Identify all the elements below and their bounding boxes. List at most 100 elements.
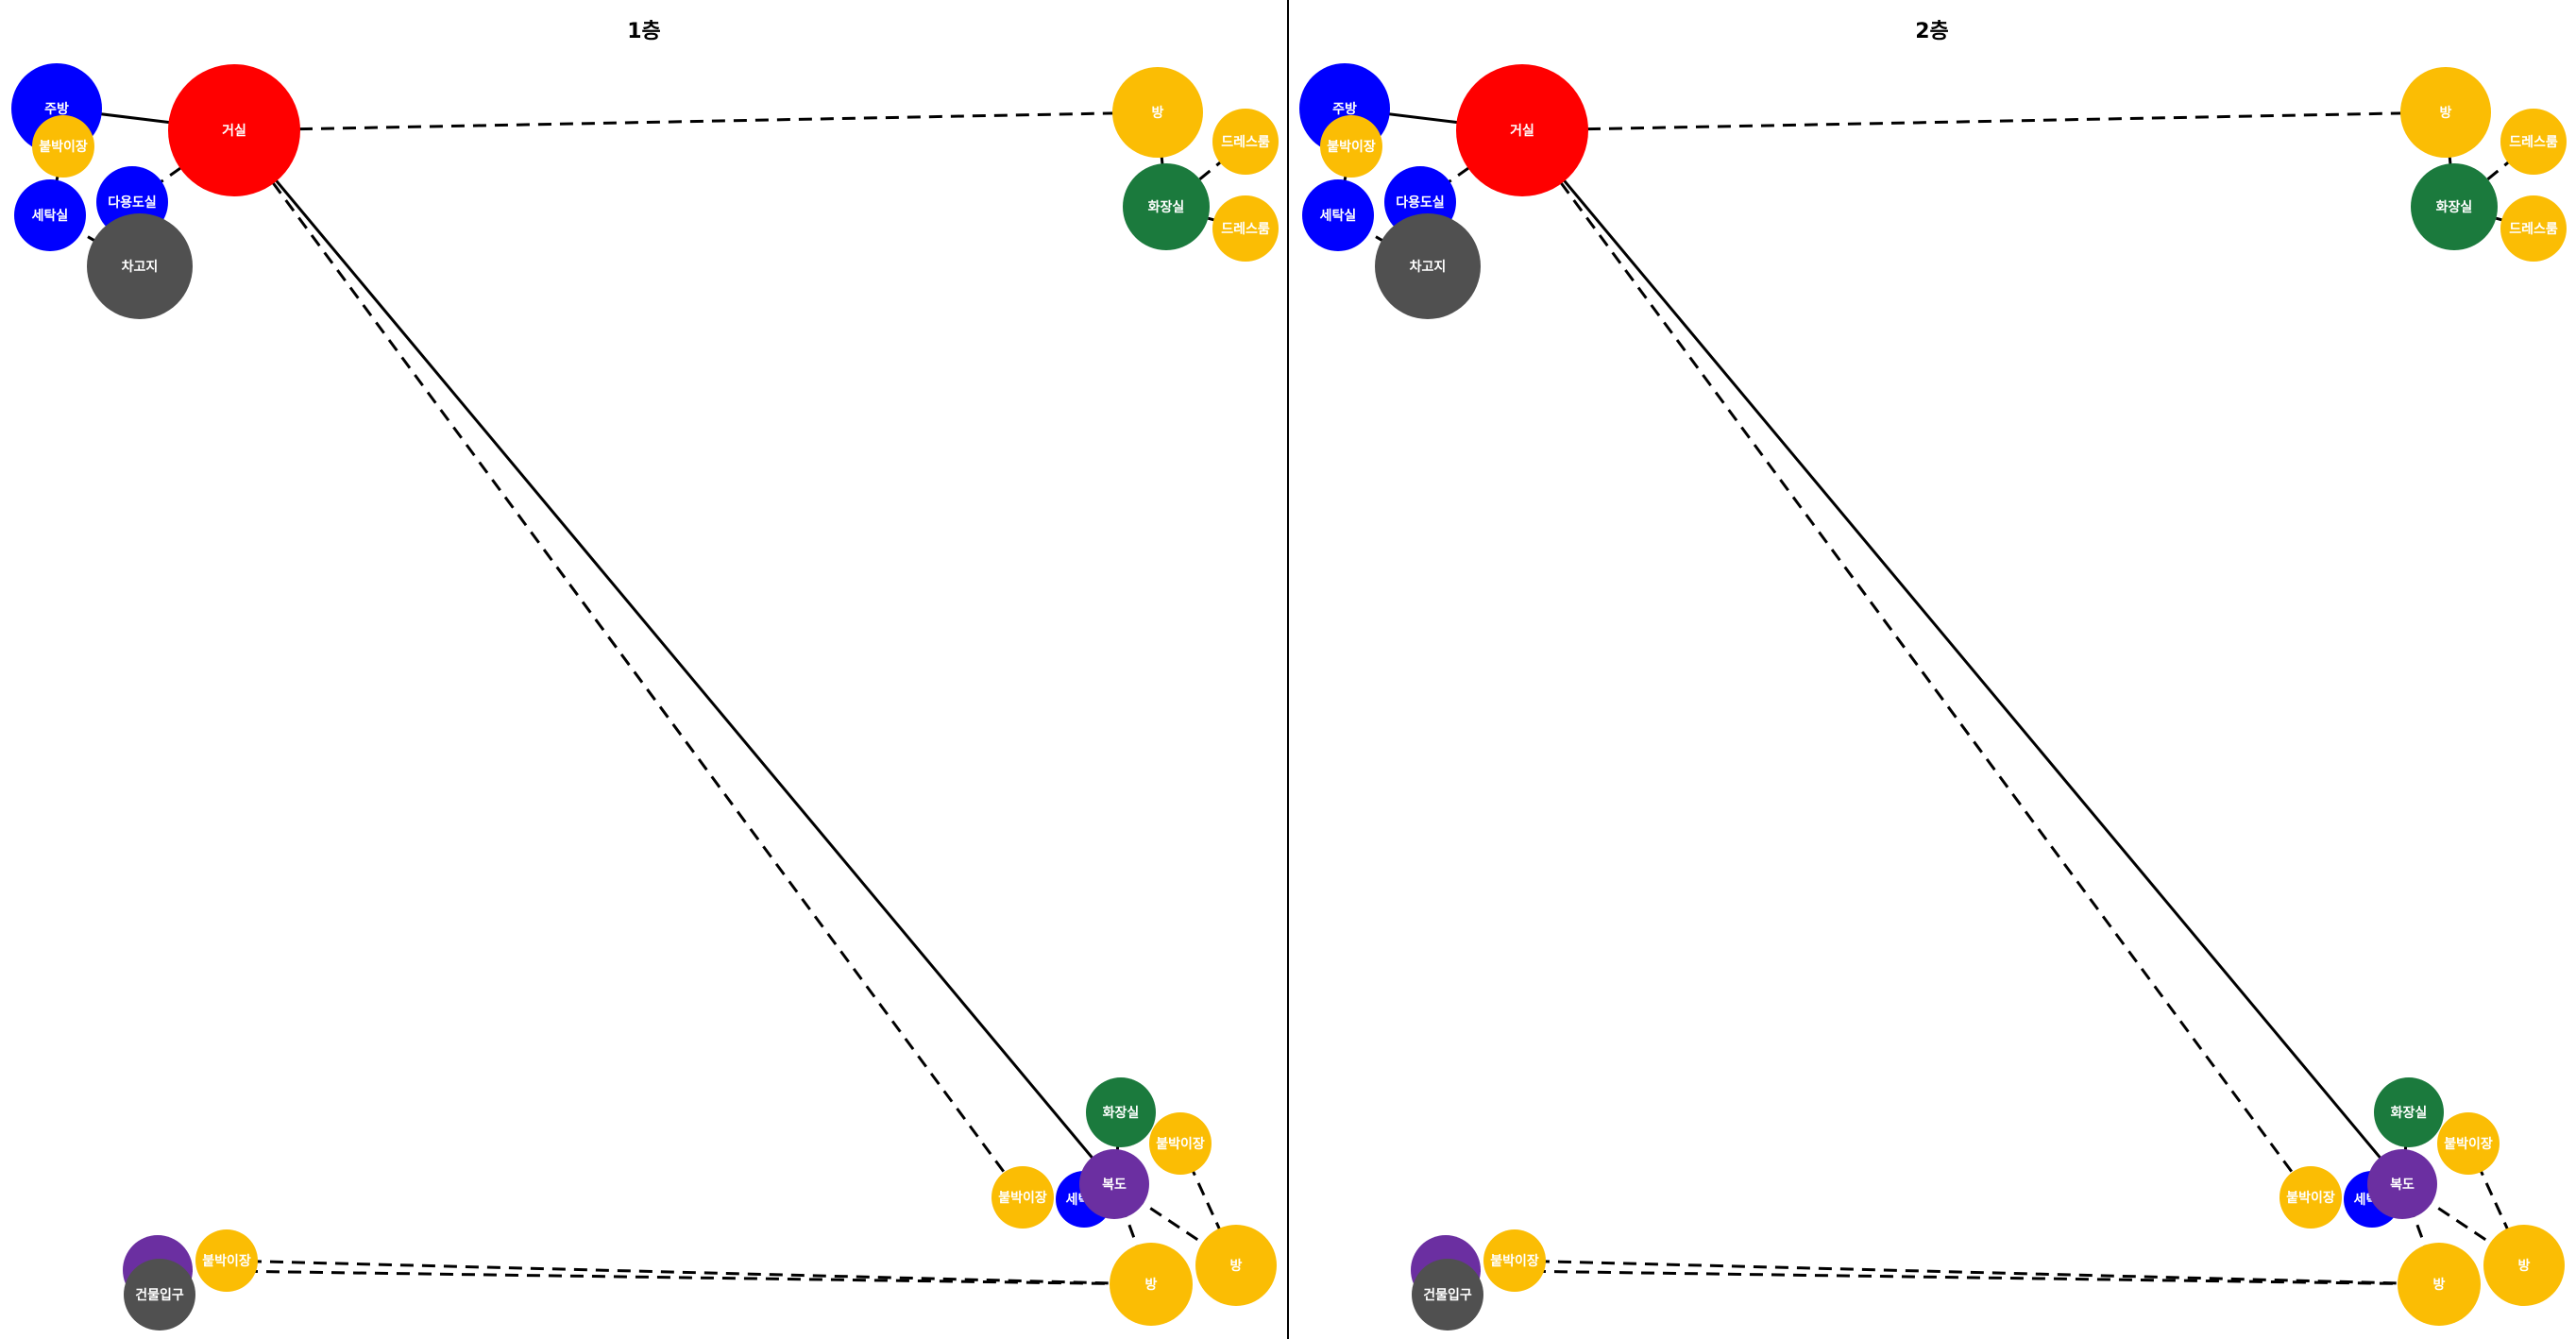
edge-geosil-bultbuk3 — [232, 129, 1025, 1198]
node-label-jubang: 주방 — [1332, 101, 1357, 117]
node-bang2: 방 — [2398, 1243, 2481, 1326]
node-circle-bang1 — [1112, 67, 1203, 158]
node-label-bultbuk2: 붙박이장 — [1156, 1136, 1205, 1152]
node-bultbuk1: 붙박이장 — [1320, 115, 1382, 178]
node-label-setak1: 세탁실 — [1320, 208, 1357, 224]
node-circle-chago — [87, 213, 193, 319]
nodes-floor-2: 주방붙박이장거실세탁실다용도실차고지방드레스룸화장실드레스룸화장실붙박이장붙박이… — [1299, 63, 2567, 1331]
node-label-chago: 차고지 — [1410, 260, 1447, 275]
node-circle-geosil — [168, 64, 300, 196]
node-bang3: 방 — [1195, 1225, 1277, 1306]
floor-1-panel: 주방붙박이장거실세탁실다용도실차고지방드레스룸화장실드레스룸화장실붙박이장붙박이… — [11, 63, 1279, 1331]
edge-bultbuk4-bang2 — [1514, 1259, 2440, 1286]
node-label-dress2: 드레스룸 — [1221, 222, 1270, 237]
node-label-dress1: 드레스룸 — [1221, 135, 1270, 150]
node-hwajang2: 화장실 — [2374, 1077, 2444, 1147]
node-circle-hwajang2 — [1086, 1077, 1156, 1147]
node-circle-bultbuk2 — [1149, 1112, 1212, 1175]
node-bultbuk1: 붙박이장 — [32, 115, 94, 178]
node-circle-bokdo — [1079, 1149, 1149, 1219]
node-bultbuk2: 붙박이장 — [1149, 1112, 1212, 1175]
node-circle-entrance — [1412, 1259, 1483, 1331]
node-circle-dress2 — [1212, 195, 1279, 262]
node-chago: 차고지 — [87, 213, 193, 319]
node-circle-hwajang1 — [1123, 163, 1210, 250]
panel-title-floor-2: 2층 — [1915, 20, 1949, 43]
nodes-floor-1: 주방붙박이장거실세탁실다용도실차고지방드레스룸화장실드레스룸화장실붙박이장붙박이… — [11, 63, 1279, 1331]
node-bang2: 방 — [1110, 1243, 1193, 1326]
node-bultbuk4: 붙박이장 — [195, 1229, 258, 1292]
node-label-bultbuk1: 붙박이장 — [39, 139, 88, 155]
edge-hwajang1-dress1 — [1165, 140, 1246, 209]
node-label-bultbuk4: 붙박이장 — [202, 1253, 251, 1269]
node-label-setak1: 세탁실 — [32, 208, 69, 224]
node-label-bultbuk2: 붙박이장 — [2444, 1136, 2493, 1152]
node-dress1: 드레스룸 — [2500, 109, 2567, 175]
node-circle-setak1 — [14, 179, 86, 251]
node-bang3: 방 — [2483, 1225, 2565, 1306]
node-bokdo: 복도 — [2367, 1149, 2437, 1219]
node-circle-hwajang1 — [2411, 163, 2498, 250]
node-circle-bang2 — [2398, 1243, 2481, 1326]
node-label-bang3: 방 — [1230, 1258, 1243, 1274]
node-label-bokdo: 복도 — [1102, 1178, 1127, 1193]
node-dress2: 드레스룸 — [1212, 195, 1279, 262]
node-bultbuk3: 붙박이장 — [991, 1166, 1054, 1229]
node-hwajang1: 화장실 — [1123, 163, 1210, 250]
node-label-bultbuk1: 붙박이장 — [1327, 139, 1376, 155]
node-circle-bang1 — [2400, 67, 2491, 158]
node-label-hwajang1: 화장실 — [2436, 199, 2473, 215]
node-chago: 차고지 — [1375, 213, 1481, 319]
node-circle-geosil — [1456, 64, 1588, 196]
node-circle-dress1 — [1212, 109, 1279, 175]
node-label-bang2: 방 — [1145, 1277, 1158, 1293]
panel-title-floor-1: 1층 — [627, 20, 661, 43]
node-label-bang2: 방 — [2433, 1277, 2446, 1293]
node-geosil: 거실 — [1456, 64, 1588, 196]
node-label-bang1: 방 — [2440, 105, 2452, 121]
node-label-dress1: 드레스룸 — [2509, 135, 2558, 150]
node-label-bultbuk3: 붙박이장 — [2286, 1190, 2335, 1206]
edges-floor-2 — [1336, 107, 2534, 1286]
node-label-entrance: 건물입구 — [1423, 1287, 1472, 1303]
node-bokdo: 복도 — [1079, 1149, 1149, 1219]
node-label-bang3: 방 — [2518, 1258, 2531, 1274]
node-label-dayong: 다용도실 — [1396, 195, 1445, 211]
node-bultbuk4: 붙박이장 — [1483, 1229, 1546, 1292]
node-circle-bang2 — [1110, 1243, 1193, 1326]
node-label-geosil: 거실 — [222, 124, 246, 139]
edge-hwajang1-dress1 — [2453, 140, 2534, 209]
node-dress1: 드레스룸 — [1212, 109, 1279, 175]
edge-geosil-bultbuk3 — [1520, 129, 2313, 1198]
node-circle-bultbuk1 — [32, 115, 94, 178]
node-circle-bultbuk4 — [1483, 1229, 1546, 1292]
node-label-hwajang2: 화장실 — [2391, 1105, 2428, 1121]
edge-geosil-bang1 — [233, 110, 1159, 132]
edge-bultbuk4-bang2 — [226, 1259, 1152, 1286]
node-circle-setak1 — [1302, 179, 1374, 251]
node-bang1: 방 — [2400, 67, 2491, 158]
node-label-hwajang1: 화장실 — [1148, 199, 1185, 215]
node-label-entrance: 건물입구 — [135, 1287, 184, 1303]
node-entrance: 건물입구 — [1412, 1259, 1483, 1331]
node-circle-bultbuk1 — [1320, 115, 1382, 178]
edge-entrance_p-bang2 — [1445, 1268, 2440, 1286]
node-dress2: 드레스룸 — [2500, 195, 2567, 262]
node-label-bultbuk3: 붙박이장 — [998, 1190, 1047, 1206]
node-label-geosil: 거실 — [1510, 124, 1534, 139]
node-bang1: 방 — [1112, 67, 1203, 158]
node-label-dayong: 다용도실 — [108, 195, 157, 211]
node-label-jubang: 주방 — [44, 101, 69, 117]
node-circle-bultbuk3 — [991, 1166, 1054, 1229]
edges-floor-1 — [48, 107, 1246, 1286]
node-label-dress2: 드레스룸 — [2509, 222, 2558, 237]
node-bultbuk3: 붙박이장 — [2279, 1166, 2342, 1229]
node-circle-entrance — [124, 1259, 195, 1331]
node-entrance: 건물입구 — [124, 1259, 195, 1331]
node-label-bultbuk4: 붙박이장 — [1490, 1253, 1539, 1269]
node-circle-dress2 — [2500, 195, 2567, 262]
edge-entrance_p-bang2 — [157, 1268, 1152, 1286]
node-setak1: 세탁실 — [1302, 179, 1374, 251]
node-circle-bang3 — [1195, 1225, 1277, 1306]
